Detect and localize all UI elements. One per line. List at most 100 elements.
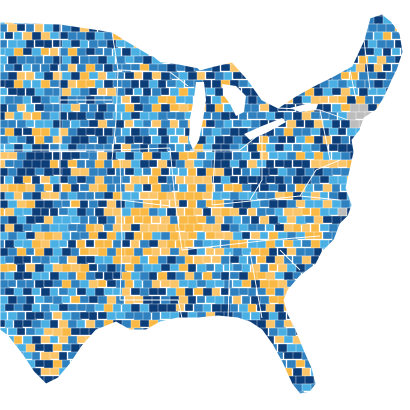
county-tile (214, 55, 225, 66)
county-tile (211, 319, 222, 330)
county-tile (76, 111, 88, 122)
county-tile (52, 14, 65, 17)
county-tile (148, 207, 159, 217)
county-tile (301, 15, 311, 25)
county-tile (40, 255, 51, 265)
county-tile (115, 375, 127, 386)
county-tile (169, 23, 182, 32)
county-tile (392, 0, 400, 8)
county-tile (97, 183, 109, 193)
county-tile (58, 255, 68, 266)
county-tile (220, 127, 232, 136)
county-tile (364, 255, 374, 265)
county-tile (7, 39, 19, 50)
county-tile (175, 143, 185, 153)
county-tile (385, 151, 395, 162)
county-tile (103, 367, 116, 377)
county-tile (160, 119, 172, 130)
county-tile (79, 119, 90, 128)
county-tile (277, 151, 288, 162)
county-tile (382, 303, 393, 313)
county-tile (355, 79, 366, 89)
county-tile (367, 71, 379, 80)
county-tile (0, 223, 6, 233)
county-tile (391, 47, 401, 56)
county-tile (151, 343, 164, 352)
county-tile (22, 319, 33, 328)
county-tile (40, 383, 50, 392)
county-tile (223, 231, 234, 241)
county-tile (133, 71, 143, 80)
county-tile (130, 351, 141, 360)
county-tile (274, 47, 284, 57)
county-tile (130, 287, 142, 296)
county-tile (241, 39, 252, 50)
county-tile (385, 215, 396, 226)
county-tile (0, 87, 8, 96)
county-tile (355, 367, 367, 376)
county-tile (59, 0, 69, 7)
county-tile (385, 343, 397, 354)
county-tile (256, 287, 267, 296)
county-tile (284, 400, 294, 407)
county-tile (193, 303, 205, 313)
county-tile (274, 143, 285, 152)
county-tile (331, 375, 342, 384)
county-tile (148, 223, 160, 234)
county-tile (232, 359, 244, 370)
county-tile (214, 375, 226, 386)
county-tile (88, 375, 100, 385)
county-tile (112, 111, 122, 122)
county-tile (112, 143, 122, 153)
county-tile (166, 239, 176, 250)
county-tile (184, 367, 196, 376)
county-tile (175, 79, 185, 89)
county-tile (310, 31, 322, 41)
county-tile (139, 287, 150, 297)
county-tile (166, 335, 179, 346)
county-tile (277, 71, 288, 80)
county-tile (205, 263, 215, 272)
county-tile (223, 183, 234, 192)
county-tile (274, 15, 287, 25)
county-tile (310, 271, 320, 281)
county-tile (259, 215, 270, 226)
county-tile (250, 39, 262, 50)
county-tile (274, 111, 286, 120)
county-tile (151, 23, 163, 32)
county-tile (247, 351, 258, 362)
county-tile (196, 391, 208, 394)
county-tile (52, 295, 64, 306)
county-tile (211, 111, 222, 121)
county-tile (79, 391, 92, 394)
county-tile (104, 0, 114, 7)
county-tile (149, 400, 157, 408)
county-tile (248, 0, 258, 7)
county-tile (70, 183, 80, 193)
county-tile (304, 135, 316, 144)
county-tile (94, 159, 106, 170)
county-tile (124, 263, 135, 272)
county-tile (184, 31, 196, 41)
county-tile (238, 47, 249, 56)
county-tile (13, 95, 25, 106)
county-tile (292, 207, 304, 218)
county-tile (385, 183, 398, 192)
county-tile (283, 111, 293, 122)
county-tile (106, 327, 118, 336)
county-tile (304, 279, 316, 290)
county-tile (103, 271, 114, 282)
county-tile (169, 87, 180, 97)
county-tile (256, 207, 267, 218)
county-tile (196, 167, 208, 178)
county-tile (349, 295, 359, 304)
county-tile (364, 207, 377, 216)
county-tile (97, 199, 108, 208)
county-tile (394, 167, 403, 177)
county-tile (133, 183, 143, 193)
county-tile (223, 14, 234, 17)
county-tile (394, 231, 403, 241)
county-tile (346, 111, 357, 121)
county-tile (52, 343, 64, 352)
